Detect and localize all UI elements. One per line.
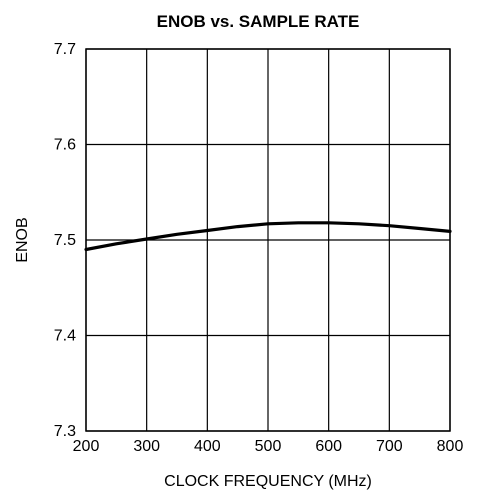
y-tick-label: 7.3 (54, 423, 76, 440)
y-tick-label: 7.5 (54, 232, 76, 249)
y-axis-label: ENOB (14, 217, 31, 262)
chart-title: ENOB vs. SAMPLE RATE (157, 12, 360, 31)
y-axis-ticks: 7.3 7.4 7.5 7.6 7.7 (54, 41, 76, 440)
x-tick-label: 800 (437, 438, 464, 455)
x-tick-label: 700 (376, 438, 403, 455)
x-axis-ticks: 200 300 400 500 600 700 800 (73, 438, 464, 455)
enob-series-line (84, 221, 452, 252)
y-tick-label: 7.7 (54, 41, 76, 58)
x-tick-label: 200 (73, 438, 100, 455)
x-tick-label: 300 (133, 438, 160, 455)
x-axis-label: CLOCK FREQUENCY (MHz) (164, 473, 372, 490)
y-tick-label: 7.6 (54, 137, 76, 154)
x-tick-label: 600 (315, 438, 342, 455)
x-tick-label: 500 (255, 438, 282, 455)
x-tick-label: 400 (194, 438, 221, 455)
plot-frame (85, 48, 451, 432)
y-tick-label: 7.4 (54, 328, 76, 345)
